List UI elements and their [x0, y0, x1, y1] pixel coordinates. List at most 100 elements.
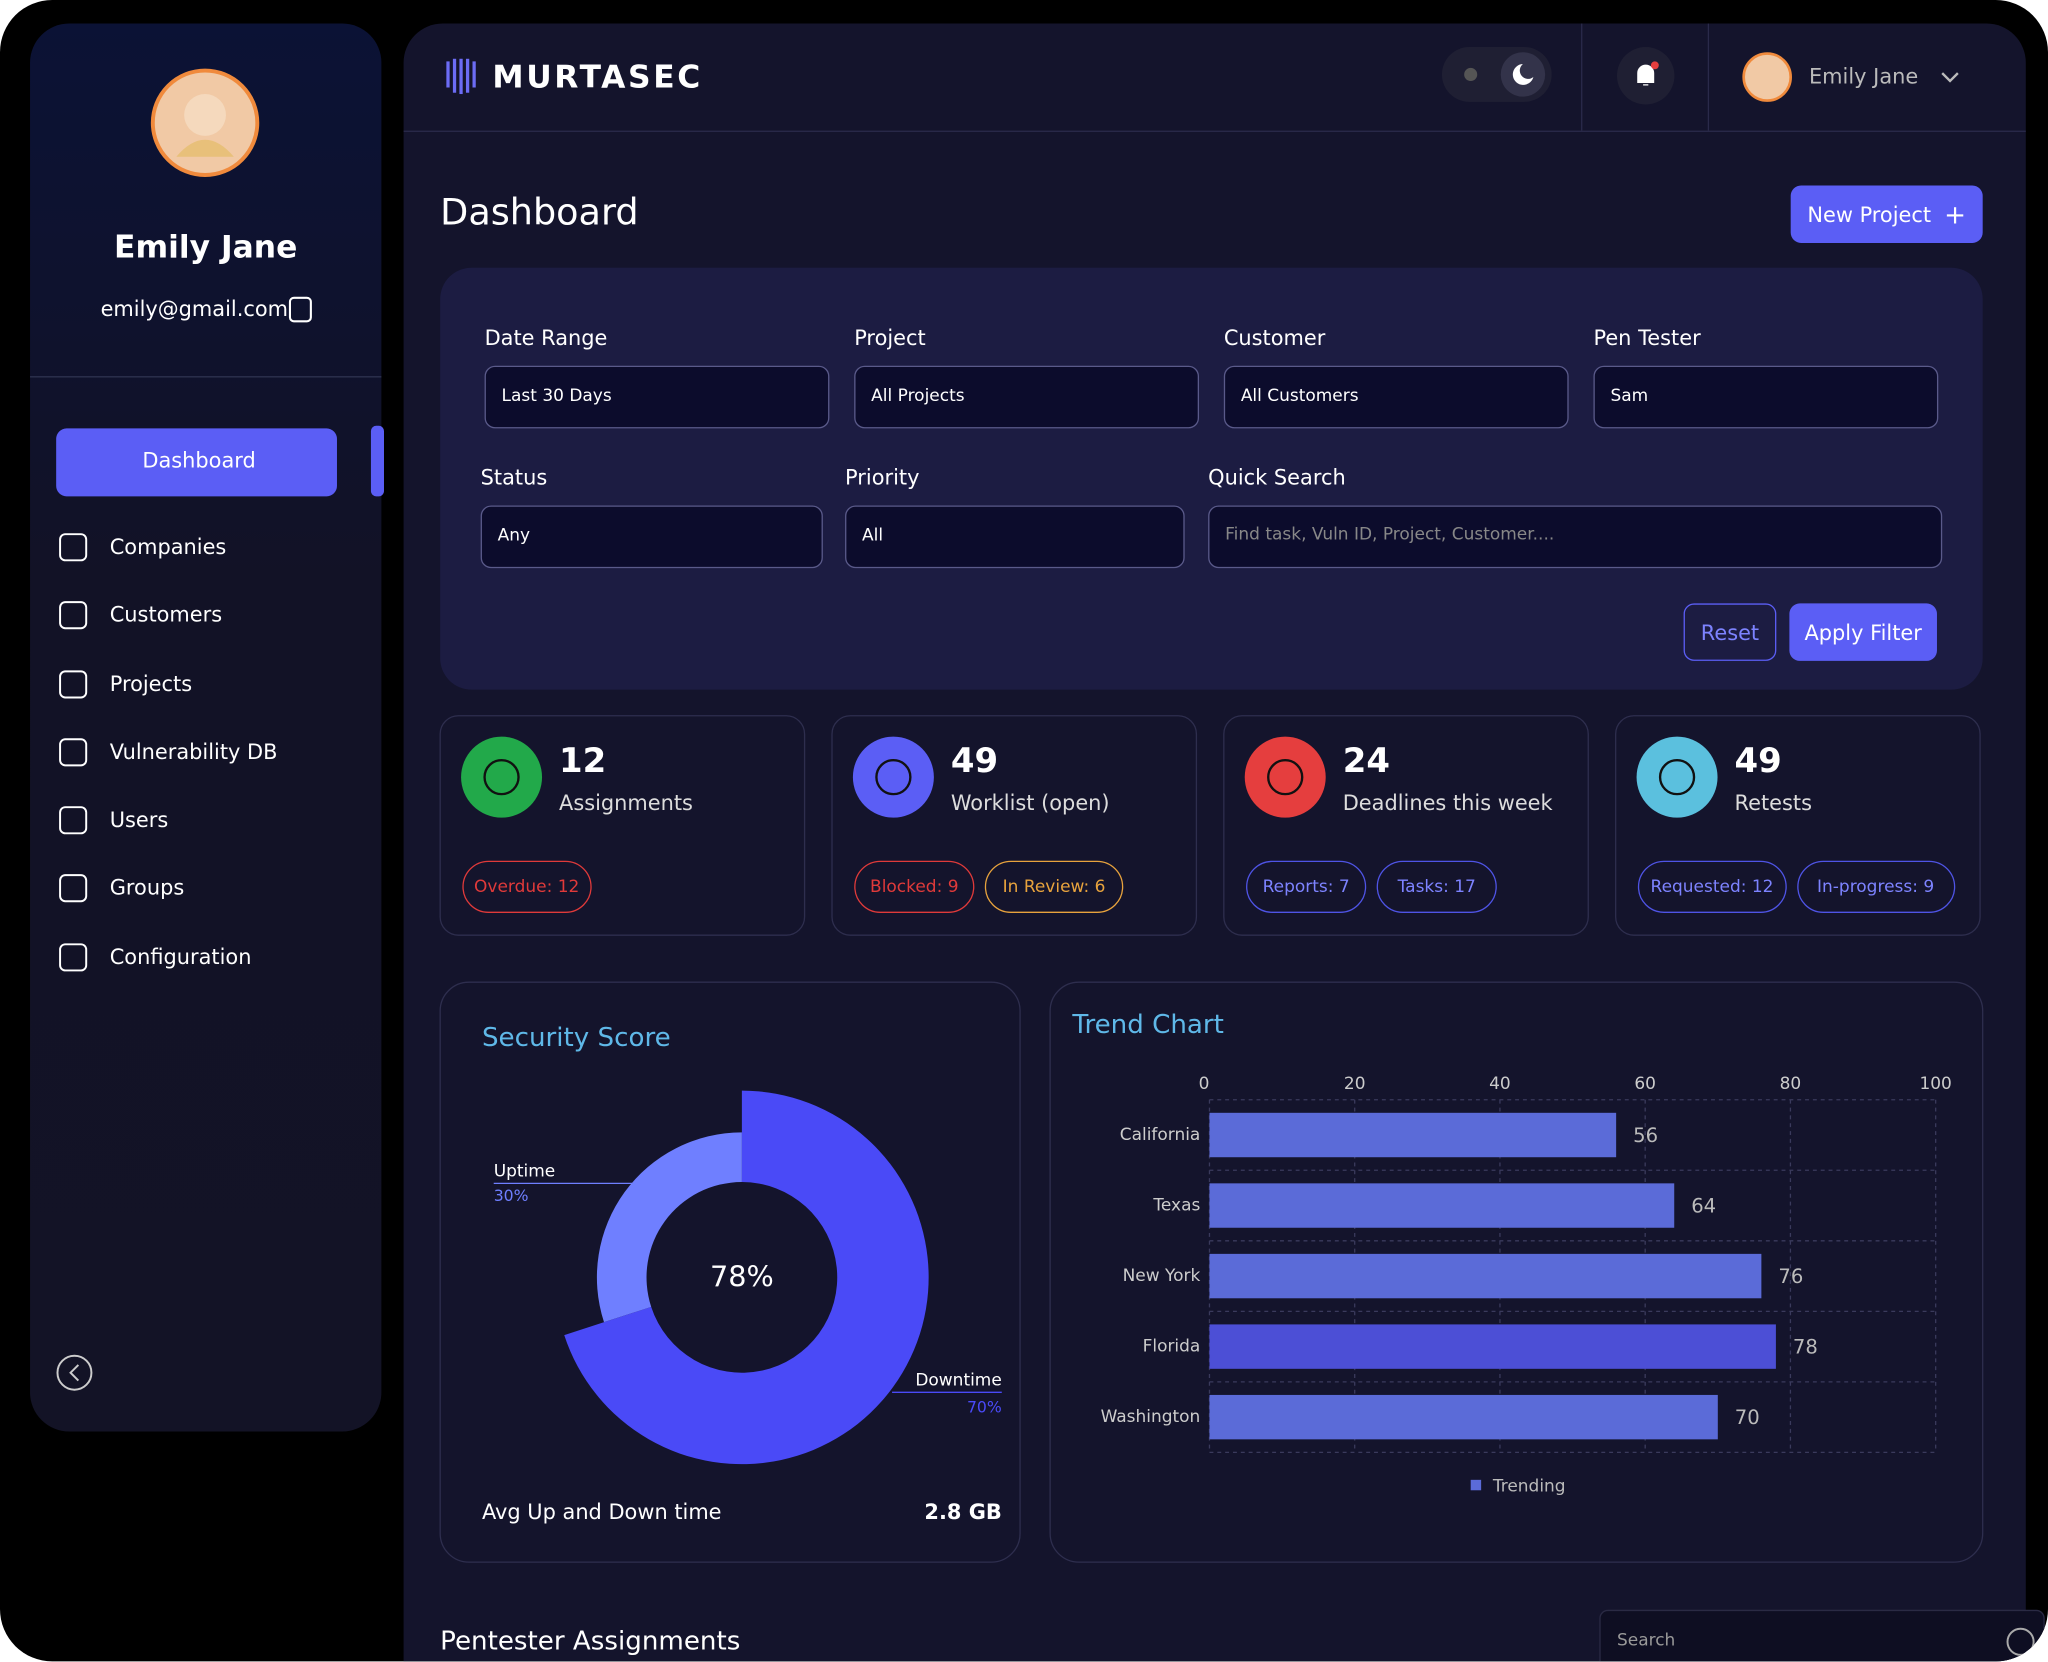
header-user[interactable]: Emily Jane: [1808, 63, 1919, 89]
search-icon: [2006, 1627, 2035, 1656]
header-avatar[interactable]: [1742, 52, 1792, 102]
nav-label[interactable]: Users: [109, 807, 169, 832]
nav-label[interactable]: Dashboard: [142, 447, 256, 473]
section-title: Pentester Assignments: [440, 1624, 741, 1657]
copy-icon[interactable]: [288, 296, 312, 323]
segment-label: 30%: [494, 1186, 529, 1205]
nav-icon: [59, 806, 88, 835]
user-chevron[interactable]: [1941, 72, 1959, 83]
status-badge[interactable]: In Review: 6: [984, 860, 1124, 913]
filter-select[interactable]: All: [845, 505, 1185, 569]
status-badge[interactable]: Requested: 12: [1637, 860, 1787, 913]
segment-label: 70%: [967, 1397, 1002, 1416]
collapse-arrow: [69, 1364, 80, 1382]
avatar-face: [184, 94, 226, 136]
stat-icon-glyph: [1267, 758, 1304, 796]
x-tick-label: 20: [1344, 1074, 1366, 1094]
card-title: Security Score: [481, 1021, 671, 1053]
segment-name: Downtime: [915, 1371, 1001, 1391]
nav-label[interactable]: Vulnerability DB: [109, 739, 278, 765]
nav-label[interactable]: Customers: [109, 602, 223, 627]
filter-select[interactable]: All Customers: [1223, 365, 1569, 429]
nav-label[interactable]: Groups: [109, 875, 185, 900]
quick-search-input[interactable]: Find task, Vuln ID, Project, Customer...…: [1208, 505, 1943, 569]
bar: [1209, 1253, 1762, 1299]
button-text: Apply Filter: [1804, 619, 1922, 645]
nav-active[interactable]: [56, 428, 337, 497]
nav-tab: [370, 425, 384, 497]
page-title: Dashboard: [440, 190, 639, 234]
legend-swatch: [1470, 1479, 1482, 1491]
nav-label[interactable]: Projects: [109, 671, 193, 697]
bell-dot: [1650, 61, 1659, 70]
security-card: [439, 981, 1021, 1563]
nav-label[interactable]: Companies: [109, 534, 227, 560]
collapse-button[interactable]: [56, 1354, 93, 1391]
status-badge[interactable]: Tasks: 17: [1376, 860, 1497, 913]
stat-value: 24: [1342, 741, 1390, 782]
filter-value: All Projects: [871, 386, 965, 407]
bar: [1209, 1324, 1776, 1369]
filter-label: Customer: [1223, 325, 1326, 351]
nav-icon: [59, 533, 88, 562]
stat-icon-glyph: [1658, 758, 1696, 796]
new-project-button[interactable]: New Project +: [1790, 185, 1983, 243]
filter-select[interactable]: Sam: [1593, 365, 1939, 429]
stat-label: Deadlines this week: [1342, 790, 1553, 816]
filter-select[interactable]: Last 30 Days: [484, 365, 830, 429]
filter-select[interactable]: Any: [480, 505, 823, 569]
stat-value: 12: [559, 741, 607, 782]
reset-button[interactable]: Reset: [1683, 603, 1777, 661]
y-tick-label: Florida: [1143, 1337, 1201, 1357]
y-tick-label: California: [1120, 1125, 1201, 1145]
donut-segment: [564, 1090, 929, 1465]
filter-label: Priority: [845, 464, 920, 490]
plus-icon: +: [1944, 198, 1967, 230]
search-box[interactable]: [1599, 1609, 2045, 1662]
filter-value: Last 30 Days: [501, 386, 612, 407]
stat-icon: [461, 736, 543, 818]
x-tick-label: 0: [1199, 1074, 1210, 1094]
brand: MURTASEC: [492, 58, 703, 96]
status-badge[interactable]: Overdue: 12: [462, 860, 592, 913]
sun-icon: [1464, 67, 1478, 81]
apply-button[interactable]: Apply Filter: [1789, 603, 1937, 661]
filter-select[interactable]: All Projects: [854, 365, 1200, 429]
value-label: 76: [1778, 1265, 1803, 1288]
avatar-hair: [176, 139, 234, 157]
placeholder: Find task, Vuln ID, Project, Customer...…: [1225, 525, 1555, 545]
filter-label: Quick Search: [1208, 464, 1346, 490]
bar: [1209, 1394, 1718, 1440]
button-text: Reset: [1700, 619, 1760, 645]
stat-icon-glyph: [483, 758, 520, 796]
stat-icon: [852, 736, 934, 818]
status-badge[interactable]: Blocked: 9: [854, 860, 975, 913]
footer-value: 2.8 GB: [924, 1499, 1002, 1525]
profile-email: emily@gmail.com: [100, 296, 288, 322]
header-divider: [403, 130, 2026, 132]
nav-icon: [59, 943, 88, 972]
status-badge[interactable]: In-progress: 9: [1796, 860, 1955, 913]
filter-value: Any: [497, 526, 531, 546]
stat-icon: [1244, 736, 1326, 818]
status-badge[interactable]: Reports: 7: [1246, 860, 1367, 913]
filter-label: Status: [480, 464, 548, 490]
nav-label[interactable]: Configuration: [109, 944, 252, 970]
y-tick-label: New York: [1123, 1266, 1201, 1286]
stat-icon-glyph: [875, 758, 912, 796]
donut-segment: [596, 1132, 742, 1323]
filter-label: Date Range: [484, 325, 608, 351]
y-tick-label: Texas: [1152, 1196, 1200, 1216]
filter-value: All: [862, 526, 884, 546]
donut-center: 78%: [710, 1260, 774, 1294]
legend-label: Trending: [1492, 1476, 1566, 1496]
y-tick-label: Washington: [1101, 1407, 1201, 1427]
stat-icon: [1636, 736, 1718, 818]
x-tick-label: 60: [1634, 1074, 1656, 1094]
card-title: Trend Chart: [1072, 1008, 1224, 1040]
filter-value: All Customers: [1240, 386, 1359, 407]
bar: [1209, 1183, 1675, 1228]
filter-label: Project: [854, 325, 926, 351]
